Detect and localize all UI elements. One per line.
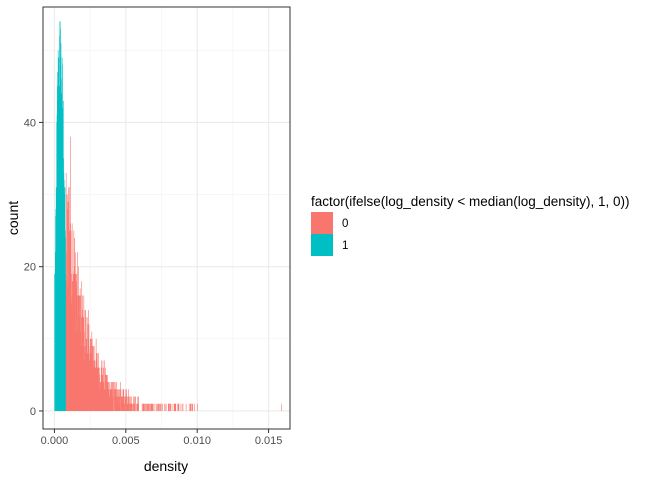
histogram-bar <box>105 367 106 411</box>
histogram-bar <box>180 403 182 411</box>
histogram-bar <box>150 403 151 411</box>
histogram-bar <box>157 403 159 411</box>
histogram-bar <box>148 403 150 411</box>
histogram-bar <box>131 403 133 411</box>
histogram-bar <box>174 403 175 411</box>
histogram-bar <box>178 403 180 411</box>
histogram-bar <box>143 403 145 411</box>
histogram-bar <box>134 396 136 411</box>
histogram-bar <box>152 403 153 411</box>
histogram-bar <box>125 389 127 411</box>
histogram-bar <box>194 403 195 411</box>
histogram-bar <box>126 389 127 411</box>
histogram-bar <box>136 403 137 411</box>
histogram-bar <box>165 403 167 411</box>
histogram-bar <box>188 403 190 411</box>
histogram-bar <box>156 403 157 411</box>
histogram-bar <box>281 403 283 411</box>
histogram-bar <box>113 382 114 411</box>
histogram-bar <box>177 403 179 411</box>
histogram-bar <box>148 403 149 411</box>
histogram-bar <box>123 389 125 411</box>
histogram-bar <box>133 403 135 411</box>
histogram-bar <box>192 403 193 411</box>
histogram-bar <box>147 403 148 411</box>
histogram-bar <box>138 396 139 411</box>
histogram-bar <box>129 396 130 411</box>
x-tick-label: 0.000 <box>41 435 69 447</box>
y-tick-label: 20 <box>24 262 36 274</box>
histogram-bar <box>150 403 152 411</box>
histogram-bar <box>145 403 147 411</box>
histogram-bar <box>146 403 148 411</box>
histogram-bar <box>124 396 126 411</box>
legend-label-1: 1 <box>342 240 348 252</box>
histogram-bar <box>160 403 162 411</box>
histogram-bar <box>191 403 193 411</box>
histogram-bar <box>175 403 177 411</box>
histogram-bar <box>142 403 144 411</box>
y-axis: 0 20 40 <box>24 117 43 418</box>
y-axis-label: count <box>5 201 21 235</box>
histogram-bar <box>170 403 172 411</box>
x-tick-label: 0.005 <box>112 435 140 447</box>
histogram-bar <box>104 360 105 411</box>
x-tick-label: 0.015 <box>255 435 283 447</box>
histogram-bar <box>174 403 176 411</box>
legend-key-1 <box>311 234 333 256</box>
histogram-bar <box>151 403 153 411</box>
histogram-bar <box>197 403 198 411</box>
histogram-bar <box>170 403 171 411</box>
legend-key-0 <box>311 212 333 234</box>
legend: factor(ifelse(log_density < median(log_d… <box>311 194 630 256</box>
histogram-bar <box>164 403 165 411</box>
histogram-bar <box>135 396 136 411</box>
histogram-bar <box>142 403 143 411</box>
x-tick-label: 0.010 <box>183 435 211 447</box>
x-axis: 0.000 0.005 0.010 0.015 <box>41 429 283 447</box>
plot-border <box>42 6 291 430</box>
histogram-bar <box>144 403 146 411</box>
histogram-bar <box>152 403 154 411</box>
histogram-bar <box>185 403 187 411</box>
x-axis-label: density <box>144 458 188 474</box>
legend-title: factor(ifelse(log_density < median(log_d… <box>311 194 630 209</box>
histogram-bar <box>157 403 158 411</box>
histogram-bar <box>168 403 170 411</box>
histogram-bar <box>118 389 119 411</box>
histogram-bar <box>137 403 138 411</box>
histogram-bar <box>128 389 129 411</box>
histogram-bar <box>182 403 184 411</box>
histogram-bar <box>120 382 121 411</box>
y-tick-label: 40 <box>24 117 36 129</box>
histogram-bar <box>159 403 161 411</box>
y-tick-label: 0 <box>30 406 36 418</box>
histogram-bar <box>158 403 159 411</box>
histogram-bar <box>130 396 132 411</box>
histogram-bar <box>162 403 163 411</box>
histogram-bars <box>54 21 283 411</box>
histogram-bar <box>83 295 85 411</box>
histogram-bar <box>149 403 151 411</box>
legend-label-0: 0 <box>342 218 348 230</box>
histogram-bar <box>154 403 156 411</box>
histogram-bar <box>172 403 174 411</box>
histogram-bar <box>132 403 134 411</box>
histogram-bar <box>159 403 160 411</box>
histogram-bar <box>190 403 191 411</box>
